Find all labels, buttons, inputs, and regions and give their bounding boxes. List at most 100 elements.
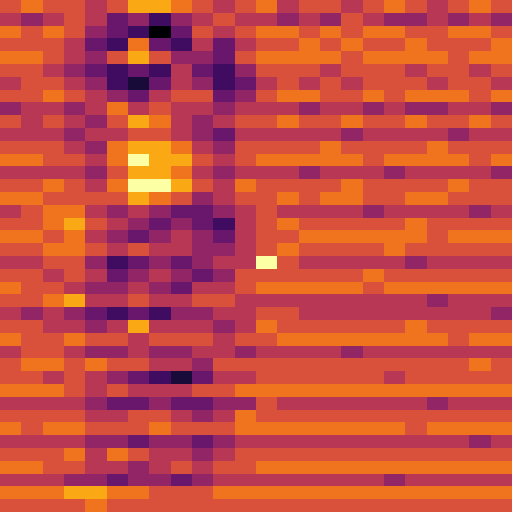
cell [256, 243, 277, 256]
cell [128, 307, 149, 320]
cell [149, 486, 171, 499]
cell [256, 128, 277, 141]
cell [384, 77, 405, 90]
cell [85, 38, 107, 51]
cell [363, 282, 384, 294]
cell [192, 397, 213, 410]
cell [107, 435, 128, 448]
cell [171, 371, 192, 384]
cell [491, 499, 512, 512]
cell [213, 179, 235, 192]
cell [469, 384, 491, 397]
cell [299, 435, 320, 448]
cell [64, 141, 85, 154]
cell [64, 205, 85, 218]
cell [341, 371, 363, 384]
cell [277, 64, 299, 77]
cell [149, 333, 171, 346]
cell [235, 141, 256, 154]
cell [21, 243, 43, 256]
cell [256, 230, 277, 243]
cell [320, 448, 341, 461]
cell [149, 102, 171, 115]
cell [128, 102, 149, 115]
cell [128, 218, 149, 230]
cells [0, 0, 512, 512]
cell [277, 141, 299, 154]
cell [341, 64, 363, 77]
cell [469, 26, 491, 38]
cell [235, 154, 256, 166]
cell [85, 282, 107, 294]
cell [427, 486, 448, 499]
cell [64, 26, 85, 38]
cell [363, 499, 384, 512]
cell [277, 0, 299, 13]
cell [384, 448, 405, 461]
cell [171, 192, 192, 205]
cell [277, 230, 299, 243]
cell [85, 346, 107, 358]
cell [491, 128, 512, 141]
cell [192, 243, 213, 256]
cell [149, 358, 171, 371]
cell [235, 13, 256, 26]
cell [213, 166, 235, 179]
cell [491, 115, 512, 128]
cell [128, 435, 149, 448]
cell [107, 358, 128, 371]
cell [363, 154, 384, 166]
cell [213, 371, 235, 384]
cell [256, 77, 277, 90]
cell [405, 320, 427, 333]
cell [341, 461, 363, 474]
cell [0, 486, 21, 499]
cell [235, 486, 256, 499]
cell [235, 294, 256, 307]
cell [320, 461, 341, 474]
cell [341, 102, 363, 115]
cell [149, 410, 171, 422]
cell [149, 13, 171, 26]
cell [448, 269, 469, 282]
cell [299, 474, 320, 486]
cell [405, 282, 427, 294]
cell [448, 384, 469, 397]
cell [491, 38, 512, 51]
cell [363, 166, 384, 179]
cell [256, 141, 277, 154]
cell [213, 474, 235, 486]
cell [213, 38, 235, 51]
cell [320, 218, 341, 230]
cell [363, 218, 384, 230]
cell [21, 448, 43, 461]
cell [21, 179, 43, 192]
cell [21, 115, 43, 128]
cell [0, 115, 21, 128]
cell [469, 205, 491, 218]
cell [85, 358, 107, 371]
cell [491, 282, 512, 294]
cell [64, 179, 85, 192]
cell [427, 474, 448, 486]
cell [192, 128, 213, 141]
cell [128, 77, 149, 90]
cell [213, 192, 235, 205]
cell [213, 141, 235, 154]
cell [363, 397, 384, 410]
cell [128, 384, 149, 397]
cell [192, 179, 213, 192]
cell [363, 269, 384, 282]
cell [235, 282, 256, 294]
cell [192, 486, 213, 499]
cell [384, 26, 405, 38]
cell [277, 115, 299, 128]
cell [64, 77, 85, 90]
cell [256, 0, 277, 13]
cell [405, 486, 427, 499]
cell [491, 218, 512, 230]
cell [320, 499, 341, 512]
cell [491, 0, 512, 13]
cell [299, 282, 320, 294]
cell [384, 166, 405, 179]
